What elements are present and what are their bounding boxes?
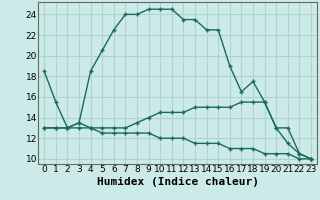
X-axis label: Humidex (Indice chaleur): Humidex (Indice chaleur) [97,177,259,187]
